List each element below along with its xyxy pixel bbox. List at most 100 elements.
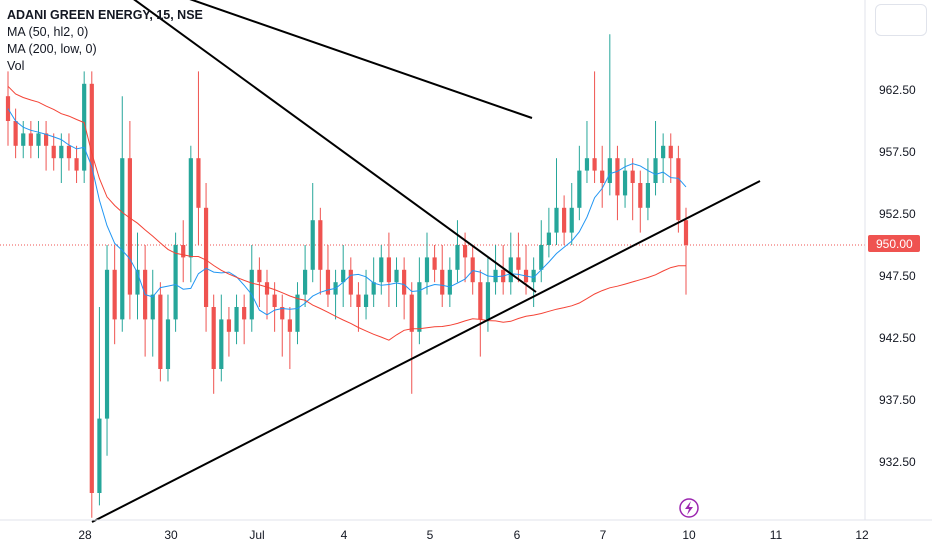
candle-body (348, 269, 353, 295)
candle-body (661, 145, 666, 159)
candles (5, 34, 689, 518)
candle-body (173, 245, 178, 320)
x-tick-label: 30 (164, 528, 178, 542)
candle-body (51, 145, 56, 159)
candle-body (577, 170, 582, 208)
x-axis[interactable]: 28 30 Jul 4 5 6 7 10 11 12 (78, 528, 869, 542)
candle-body (676, 158, 681, 221)
candle-body (554, 207, 559, 233)
candle-body (424, 257, 430, 283)
moving-averages (7, 85, 687, 341)
candle-body (622, 170, 628, 196)
candle-body (394, 269, 399, 283)
scale-settings-button[interactable] (875, 4, 927, 36)
x-tick-label: Jul (249, 528, 264, 542)
candle-body (371, 282, 376, 295)
y-axis[interactable]: 932.50 937.50 942.50 947.50 952.50 957.50 962.… (879, 83, 916, 469)
candle-body (485, 282, 491, 320)
x-tick-label: 11 (770, 528, 783, 542)
x-tick-label: 6 (514, 528, 521, 542)
trendline[interactable] (91, 180, 761, 523)
candle-body (569, 207, 574, 233)
candle-body (462, 245, 468, 258)
candle-body (165, 319, 171, 369)
candle-body (409, 294, 414, 332)
trendline[interactable] (178, 0, 533, 119)
candle-body (630, 170, 635, 183)
candle-body (653, 158, 658, 183)
lightning-icon[interactable] (679, 498, 699, 518)
legend-ma200[interactable]: MA (200, low, 0) (7, 42, 97, 56)
candle-body (638, 183, 643, 208)
candle-body (318, 220, 323, 270)
candle-body (264, 282, 270, 295)
candle-body (402, 269, 407, 295)
candle-body (89, 83, 94, 494)
y-tick-label: 937.50 (879, 393, 916, 407)
legend-ma50[interactable]: MA (50, hl2, 0) (7, 25, 89, 39)
candle-body (211, 307, 216, 369)
candle-body (196, 158, 201, 208)
candle-body (97, 418, 102, 493)
y-tick-label: 952.50 (879, 207, 916, 221)
candle-body (592, 158, 597, 171)
x-tick-label: 12 (855, 528, 869, 542)
y-tick-label: 932.50 (879, 455, 916, 469)
candle-body (325, 269, 331, 295)
candle-body (234, 307, 239, 332)
candle-body (120, 158, 125, 320)
candle-body (303, 269, 308, 295)
candle-body (562, 207, 567, 233)
candle-body (181, 245, 186, 258)
last-price-badge: 950.00 (868, 235, 920, 252)
trendlines[interactable] (91, 0, 761, 523)
candle-body (66, 145, 72, 159)
candle-body (158, 294, 163, 369)
candle-body (683, 220, 689, 245)
candle-body (310, 220, 315, 270)
candle-body (668, 145, 673, 159)
legend-symbol[interactable]: ADANI GREEN ENERGY, 15, NSE (7, 8, 203, 22)
candle-body (272, 294, 277, 307)
candle-body (584, 158, 590, 171)
candle-body (257, 269, 262, 283)
candle-body (150, 294, 155, 320)
candle-body (188, 158, 193, 258)
candle-body (645, 183, 651, 208)
candle-body (455, 245, 460, 270)
y-tick-label: 962.50 (879, 83, 916, 97)
candle-body (43, 133, 49, 146)
candle-body (363, 294, 369, 307)
y-tick-label: 947.50 (879, 269, 916, 283)
candle-body (615, 158, 620, 196)
candle-body (386, 257, 391, 283)
x-tick-label: 7 (600, 528, 607, 542)
candle-body (280, 307, 285, 320)
candle-body (112, 269, 117, 320)
candle-body (104, 269, 110, 419)
trendline[interactable] (128, 0, 537, 293)
candle-body (432, 257, 437, 270)
candle-body (539, 245, 544, 270)
candle-body (242, 307, 247, 320)
candle-body (21, 133, 26, 146)
ma200-line (7, 85, 686, 341)
legend-vol[interactable]: Vol (7, 59, 25, 73)
candle-body (508, 257, 513, 283)
x-tick-label: 5 (427, 528, 434, 542)
candle-body (203, 207, 209, 307)
last-price-badge-text: 950.00 (876, 237, 913, 251)
candle-body (219, 319, 224, 369)
candle-body (447, 269, 452, 295)
y-tick-label: 942.50 (879, 331, 916, 345)
candle-body (13, 121, 18, 146)
candle-body (36, 133, 41, 146)
candle-body (607, 158, 612, 183)
candle-body (74, 158, 79, 171)
x-tick-label: 28 (78, 528, 92, 542)
candle-body (135, 269, 140, 295)
chart-legend: ADANI GREEN ENERGY, 15, NSE MA (50, hl2,… (7, 7, 203, 75)
candle-body (478, 282, 483, 320)
candle-body (493, 269, 498, 283)
